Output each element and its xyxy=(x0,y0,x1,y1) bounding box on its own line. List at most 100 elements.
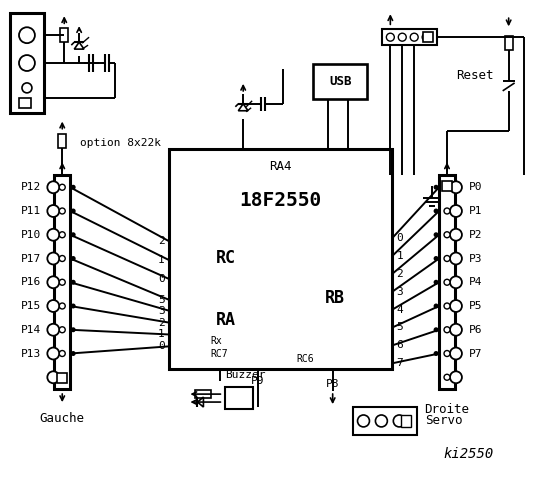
Text: 3: 3 xyxy=(397,287,403,297)
Text: 6: 6 xyxy=(397,340,403,350)
Text: P13: P13 xyxy=(21,348,41,359)
Text: 2: 2 xyxy=(158,236,165,246)
Circle shape xyxy=(48,324,59,336)
Circle shape xyxy=(450,324,462,336)
Circle shape xyxy=(71,303,76,309)
Circle shape xyxy=(398,33,406,41)
Circle shape xyxy=(434,208,439,214)
Text: P5: P5 xyxy=(469,301,482,311)
Circle shape xyxy=(450,300,462,312)
Circle shape xyxy=(450,348,462,360)
Circle shape xyxy=(48,205,59,217)
Circle shape xyxy=(22,83,32,93)
Circle shape xyxy=(59,374,65,380)
Text: RB: RB xyxy=(325,288,345,307)
Circle shape xyxy=(71,185,76,190)
Text: P14: P14 xyxy=(21,325,41,335)
Circle shape xyxy=(71,256,76,261)
Circle shape xyxy=(450,181,462,193)
Bar xyxy=(9,13,44,113)
Text: 0: 0 xyxy=(158,274,165,284)
Circle shape xyxy=(450,372,462,383)
Text: 5: 5 xyxy=(158,295,165,305)
Text: Reset: Reset xyxy=(456,70,494,83)
Circle shape xyxy=(393,415,405,427)
Circle shape xyxy=(434,185,439,190)
Circle shape xyxy=(48,372,59,383)
Circle shape xyxy=(48,252,59,264)
Text: P4: P4 xyxy=(469,277,482,287)
Text: P6: P6 xyxy=(469,325,482,335)
Circle shape xyxy=(422,33,430,41)
Circle shape xyxy=(48,300,59,312)
Circle shape xyxy=(59,255,65,262)
Circle shape xyxy=(434,232,439,237)
Bar xyxy=(439,175,455,389)
Text: Droite: Droite xyxy=(425,403,469,416)
Text: 3: 3 xyxy=(158,306,165,315)
Circle shape xyxy=(59,208,65,214)
Circle shape xyxy=(444,255,450,262)
Circle shape xyxy=(450,252,462,264)
Circle shape xyxy=(59,303,65,309)
Circle shape xyxy=(434,351,439,356)
Circle shape xyxy=(71,280,76,285)
Text: RC6: RC6 xyxy=(296,354,314,364)
Text: P15: P15 xyxy=(21,301,41,311)
Text: P1: P1 xyxy=(469,206,482,216)
Text: P8: P8 xyxy=(326,379,340,389)
Circle shape xyxy=(375,415,387,427)
Text: 4: 4 xyxy=(397,305,403,314)
Circle shape xyxy=(358,415,369,427)
Circle shape xyxy=(444,374,450,380)
Circle shape xyxy=(19,55,35,71)
Text: Buzzer: Buzzer xyxy=(225,370,266,380)
Circle shape xyxy=(434,280,439,285)
Circle shape xyxy=(59,232,65,238)
Text: 2: 2 xyxy=(158,317,165,327)
Bar xyxy=(19,98,32,108)
Circle shape xyxy=(434,303,439,309)
Text: 5: 5 xyxy=(397,323,403,333)
Circle shape xyxy=(71,208,76,214)
Bar xyxy=(169,148,392,369)
Circle shape xyxy=(71,351,76,356)
Circle shape xyxy=(444,350,450,357)
Circle shape xyxy=(387,33,394,41)
Circle shape xyxy=(450,276,462,288)
Text: 0: 0 xyxy=(397,233,403,243)
Bar xyxy=(313,64,368,99)
Text: P7: P7 xyxy=(469,348,482,359)
Bar xyxy=(505,36,513,50)
Text: option 8x22k: option 8x22k xyxy=(80,138,161,147)
Circle shape xyxy=(59,327,65,333)
Text: P11: P11 xyxy=(21,206,41,216)
Text: RA: RA xyxy=(216,311,236,328)
Bar xyxy=(442,181,452,192)
Text: 1: 1 xyxy=(158,329,165,339)
Text: 2: 2 xyxy=(397,269,403,279)
Text: RC: RC xyxy=(216,249,236,267)
Text: Servo: Servo xyxy=(425,414,463,428)
Text: 1: 1 xyxy=(397,251,403,261)
Circle shape xyxy=(48,276,59,288)
Circle shape xyxy=(48,229,59,240)
Bar xyxy=(195,390,211,398)
Text: P3: P3 xyxy=(469,253,482,264)
Text: RA4: RA4 xyxy=(269,160,292,173)
Bar xyxy=(225,387,253,409)
Circle shape xyxy=(444,327,450,333)
Text: ki2550: ki2550 xyxy=(444,447,494,461)
Text: Gauche: Gauche xyxy=(40,412,85,425)
Text: P12: P12 xyxy=(21,182,41,192)
Bar xyxy=(58,133,66,147)
Text: 0: 0 xyxy=(158,341,165,351)
Circle shape xyxy=(19,27,35,43)
Circle shape xyxy=(444,184,450,190)
Circle shape xyxy=(434,327,439,332)
Circle shape xyxy=(71,232,76,237)
Bar xyxy=(382,29,437,45)
Circle shape xyxy=(59,350,65,357)
Circle shape xyxy=(59,184,65,190)
Text: P2: P2 xyxy=(469,230,482,240)
